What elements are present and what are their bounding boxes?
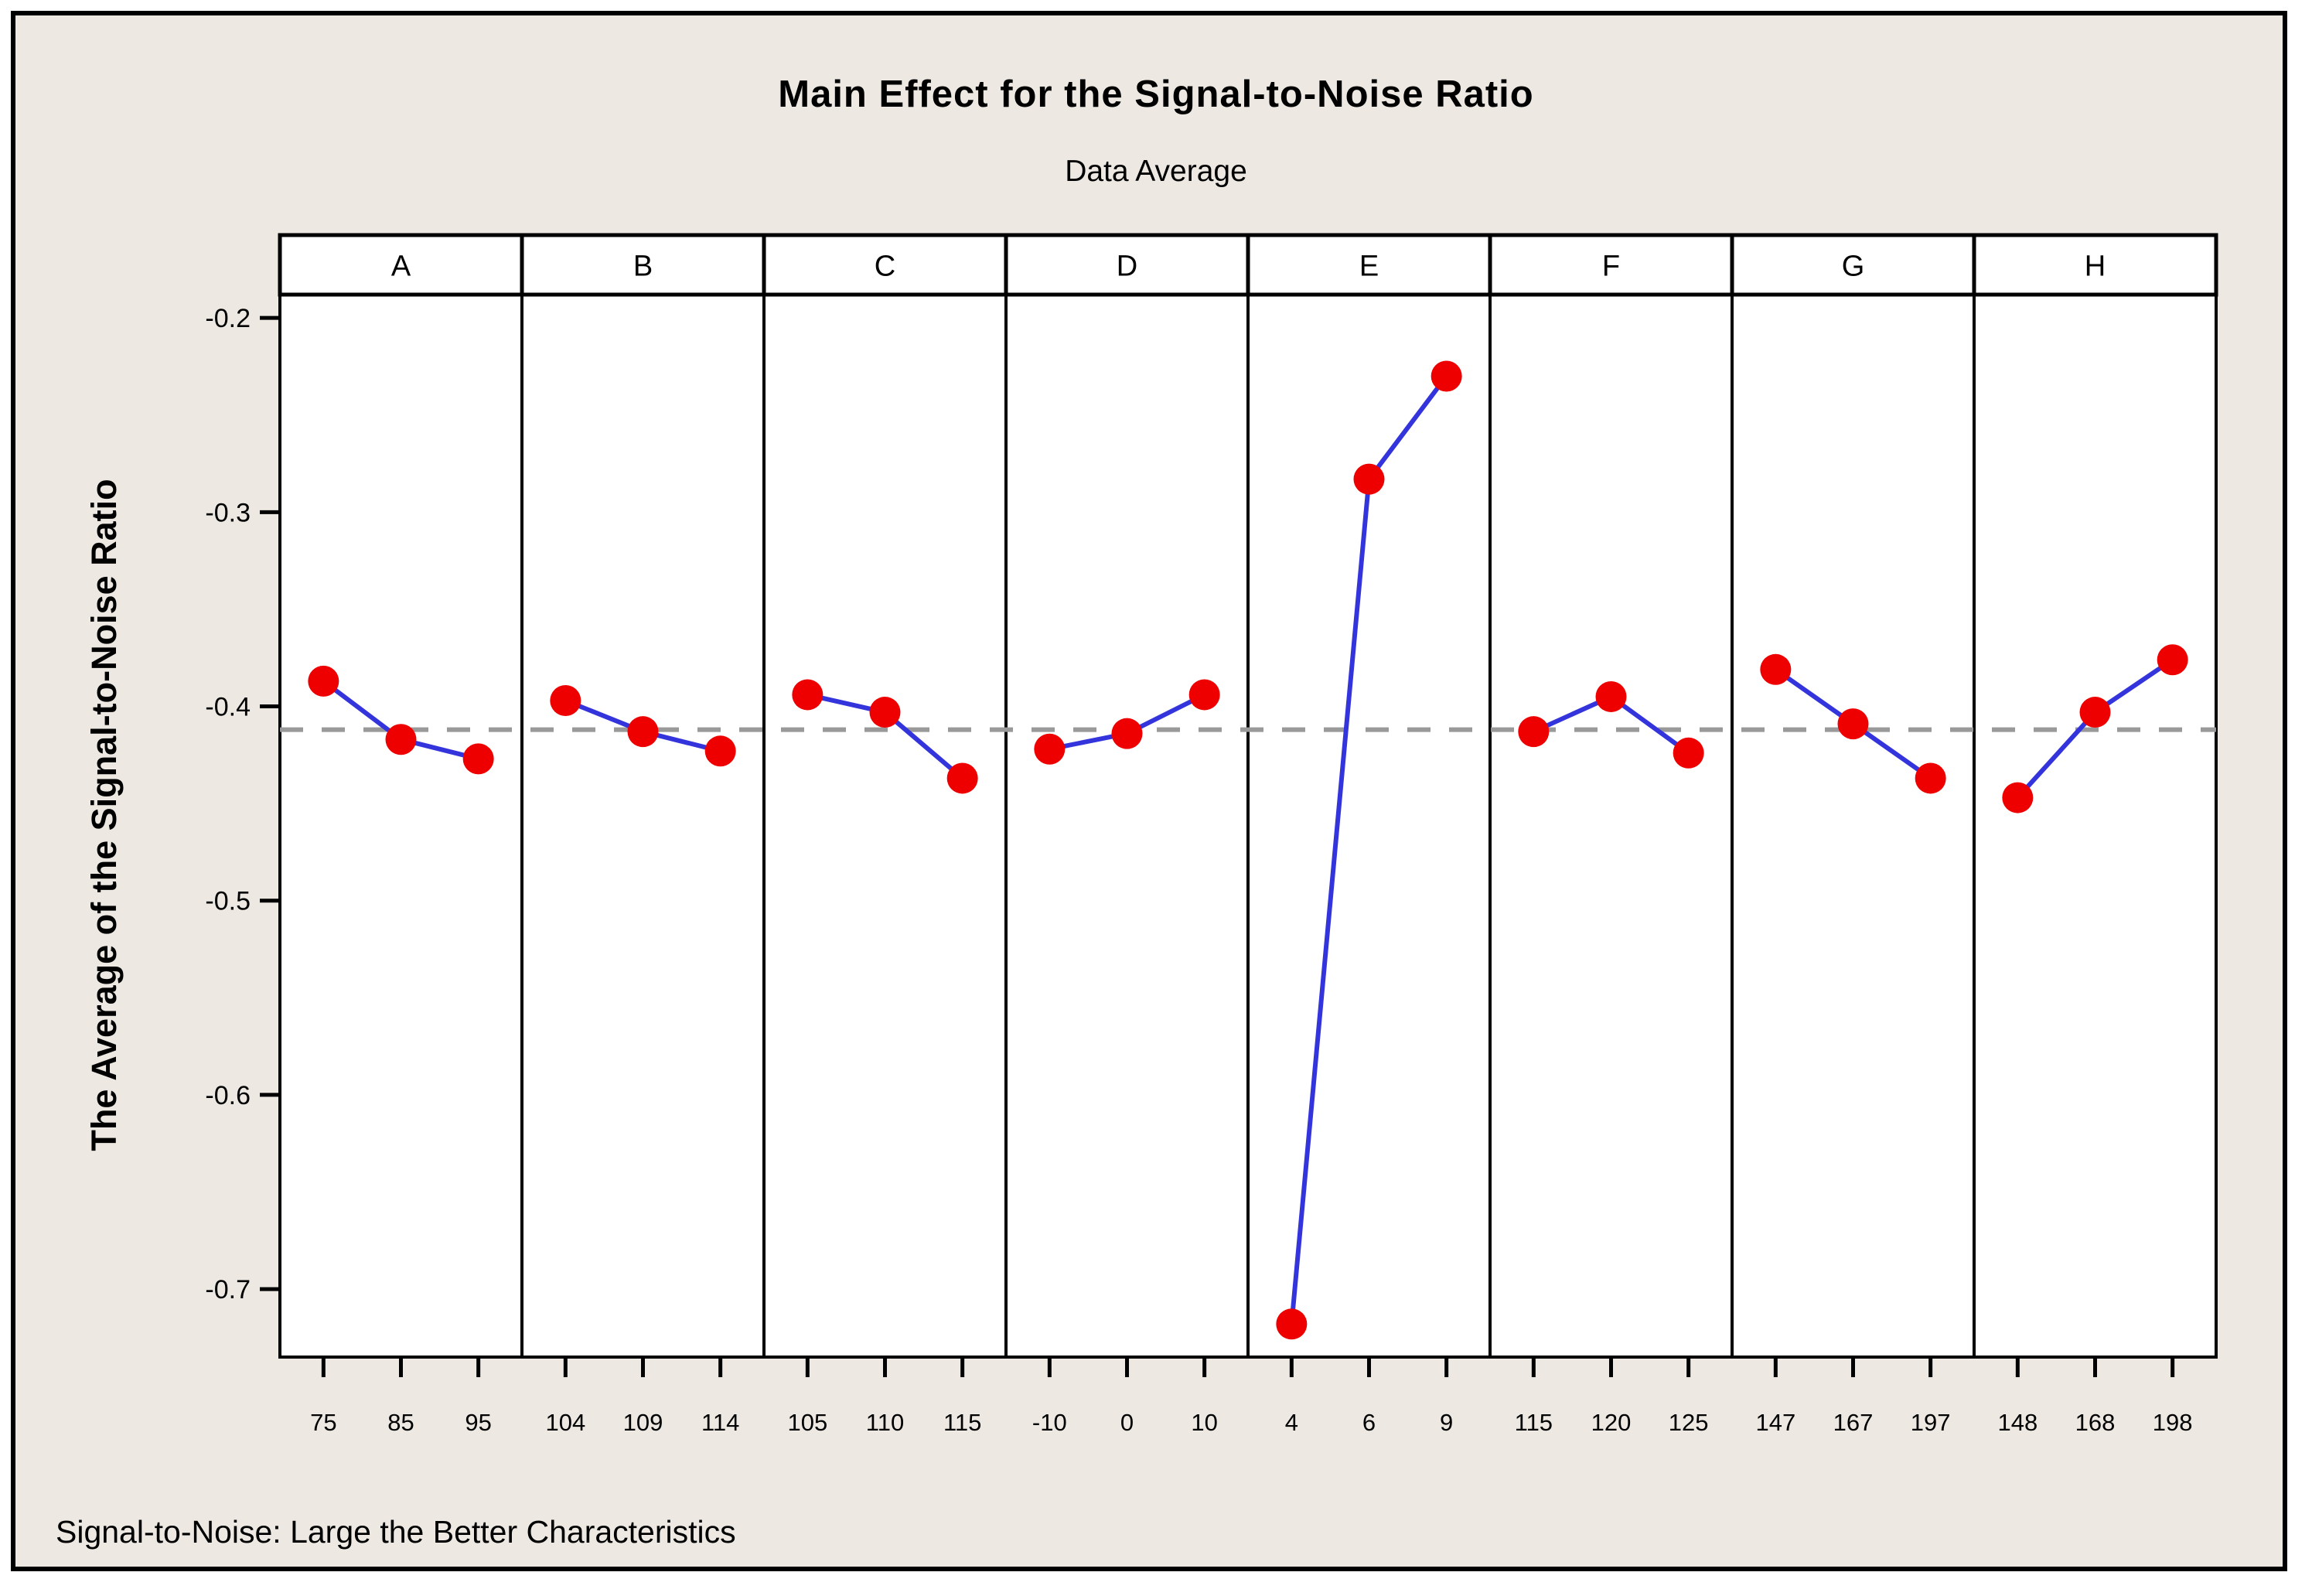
x-tick-label-B-2: 114: [701, 1409, 739, 1436]
panel-header-label-B: B: [633, 251, 653, 283]
data-point-G-0: [1760, 653, 1792, 685]
data-point-E-2: [1431, 360, 1462, 392]
data-point-E-1: [1353, 463, 1385, 495]
x-tick-label-G-2: 197: [1911, 1409, 1951, 1436]
panel-B: [520, 293, 766, 1359]
panel-header-label-D: D: [1117, 251, 1137, 283]
y-tick-label: -0.6: [205, 1081, 251, 1110]
data-point-G-1: [1837, 708, 1869, 740]
data-point-H-0: [2002, 782, 2034, 813]
panel-G: [1731, 293, 1976, 1359]
x-tick-label-B-1: 109: [623, 1409, 663, 1436]
x-tick-label-D-2: 10: [1191, 1409, 1217, 1436]
x-tick-label-E-0: 4: [1285, 1409, 1298, 1436]
x-tick-label-E-1: 6: [1362, 1409, 1376, 1436]
panel-C: [762, 293, 1008, 1359]
panel-header-H: [1972, 233, 2218, 297]
x-tick-label-C-0: 105: [787, 1409, 827, 1436]
data-point-C-1: [869, 697, 901, 728]
x-tick-label-G-1: 167: [1833, 1409, 1874, 1436]
panel-E: [1246, 293, 1492, 1359]
x-tick-label-H-0: 148: [1997, 1409, 2037, 1436]
data-point-A-2: [462, 743, 494, 775]
y-tick-label: -0.4: [205, 693, 251, 722]
data-point-A-1: [385, 724, 417, 755]
x-tick-label-A-1: 85: [387, 1409, 414, 1436]
panel-header-A: [278, 233, 524, 297]
x-tick-label-B-0: 104: [545, 1409, 585, 1436]
data-point-C-2: [946, 762, 978, 794]
x-tick-label-H-1: 168: [2075, 1409, 2116, 1436]
data-point-C-0: [792, 679, 824, 711]
y-tick-label: -0.2: [205, 304, 251, 333]
panel-header-label-G: G: [1842, 251, 1865, 283]
y-tick-label: -0.3: [205, 498, 251, 527]
x-tick-label-C-1: 110: [866, 1409, 904, 1436]
data-point-F-1: [1595, 680, 1627, 712]
panel-D: [1004, 293, 1250, 1359]
x-tick-label-F-0: 115: [1515, 1409, 1553, 1436]
panel-F: [1488, 293, 1734, 1359]
x-tick-label-F-1: 120: [1591, 1409, 1632, 1436]
panel-H: [1973, 293, 2218, 1359]
data-point-F-2: [1673, 737, 1704, 769]
chart-footnote: Signal-to-Noise: Large the Better Charac…: [56, 1514, 736, 1550]
x-tick-label-D-0: -10: [1032, 1409, 1067, 1436]
y-tick-label: -0.7: [205, 1275, 251, 1304]
panel-header-label-E: E: [1359, 251, 1379, 283]
data-point-A-0: [308, 665, 339, 697]
data-point-G-2: [1915, 762, 1946, 794]
panel-A: [278, 293, 523, 1359]
chart-title: Main Effect for the Signal-to-Noise Rati…: [778, 73, 1534, 115]
y-tick-label: -0.5: [205, 887, 251, 916]
data-point-D-0: [1034, 733, 1066, 765]
panel-header-label-A: A: [391, 251, 411, 283]
panel-header-label-C: C: [875, 251, 895, 283]
x-tick-label-A-0: 75: [310, 1409, 336, 1436]
chart-subtitle: Data Average: [1065, 155, 1247, 188]
data-point-D-1: [1111, 718, 1143, 749]
data-point-H-2: [2157, 644, 2188, 676]
x-tick-label-H-2: 198: [2153, 1409, 2193, 1436]
panel-header-label-H: H: [2085, 251, 2106, 283]
data-point-B-1: [627, 716, 659, 748]
x-tick-label-C-2: 115: [943, 1409, 981, 1436]
x-tick-label-D-1: 0: [1120, 1409, 1134, 1436]
panel-header-C: [762, 233, 1008, 297]
panel-header-E: [1246, 233, 1492, 297]
x-tick-label-G-0: 147: [1755, 1409, 1795, 1436]
data-point-F-0: [1518, 716, 1550, 748]
data-point-B-0: [550, 684, 581, 716]
x-tick-label-A-2: 95: [465, 1409, 491, 1436]
panel-header-B: [520, 233, 766, 297]
data-point-B-2: [704, 735, 736, 767]
x-tick-label-E-2: 9: [1440, 1409, 1453, 1436]
data-point-E-0: [1276, 1308, 1308, 1340]
panel-header-F: [1488, 233, 1734, 297]
data-point-H-1: [2079, 697, 2111, 728]
data-point-D-2: [1188, 679, 1220, 711]
panel-header-label-F: F: [1602, 251, 1620, 283]
x-tick-label-F-2: 125: [1669, 1409, 1709, 1436]
